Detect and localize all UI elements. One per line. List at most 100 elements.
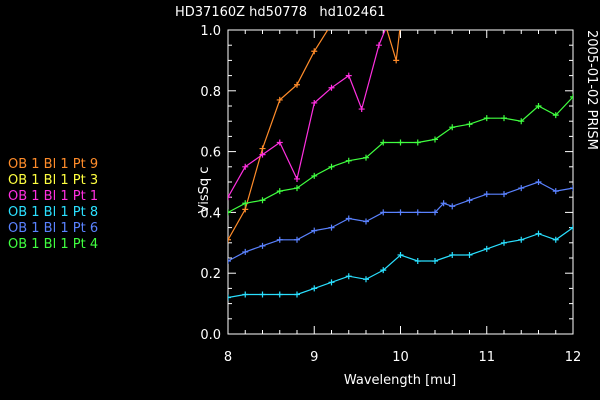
series-layer xyxy=(228,21,573,301)
data-point-marker xyxy=(397,251,404,258)
data-point-marker xyxy=(483,245,490,252)
series-line xyxy=(228,30,401,241)
data-point-marker xyxy=(294,291,300,298)
data-point-marker xyxy=(414,139,421,146)
series-5 xyxy=(228,179,573,265)
data-point-marker xyxy=(432,258,438,265)
data-point-marker xyxy=(501,115,507,122)
data-point-marker xyxy=(432,136,438,143)
data-point-marker xyxy=(397,209,404,216)
data-point-marker xyxy=(328,84,335,91)
series-line xyxy=(228,30,386,198)
data-point-marker xyxy=(311,172,318,179)
data-point-marker xyxy=(242,291,249,298)
data-point-marker xyxy=(259,242,266,249)
legend: OB 1 Bl 1 Pt 9OB 1 Bl 1 Pt 3OB 1 Bl 1 Pt… xyxy=(8,157,98,252)
legend-entry: OB 1 Bl 1 Pt 9 xyxy=(8,157,98,172)
data-point-marker xyxy=(518,236,525,243)
data-point-marker xyxy=(393,57,400,64)
data-point-marker xyxy=(414,209,421,216)
chart-title: HD37160Z hd50778 hd102461 xyxy=(175,5,386,20)
data-point-marker xyxy=(329,21,335,27)
data-point-marker xyxy=(535,230,542,237)
data-point-marker xyxy=(345,273,352,280)
plot-frame xyxy=(227,29,574,335)
data-point-marker xyxy=(570,93,573,100)
data-point-marker xyxy=(535,103,542,109)
data-point-marker xyxy=(449,124,456,131)
data-point-marker xyxy=(363,154,369,161)
y-tick-label: 0.0 xyxy=(200,328,221,343)
data-point-marker xyxy=(294,175,300,182)
data-point-marker xyxy=(328,163,335,170)
y-tick-label: 0.8 xyxy=(200,85,221,100)
data-point-marker xyxy=(483,191,490,198)
data-point-marker xyxy=(552,236,559,243)
y-axis-label: VisSq c xyxy=(197,167,212,214)
data-point-marker xyxy=(449,251,456,258)
legend-entry: OB 1 Bl 1 Pt 1 xyxy=(8,189,98,204)
data-point-marker xyxy=(385,21,391,27)
data-point-marker xyxy=(242,248,249,255)
data-point-marker xyxy=(345,157,352,164)
data-point-marker xyxy=(311,227,318,234)
data-point-marker xyxy=(311,48,318,55)
data-point-marker xyxy=(345,215,352,222)
x-tick-label: 11 xyxy=(478,350,495,365)
data-point-marker xyxy=(311,99,318,106)
x-tick-label: 9 xyxy=(310,350,318,365)
data-point-marker xyxy=(380,267,387,274)
data-point-marker xyxy=(518,118,525,125)
x-tick-label: 10 xyxy=(392,350,409,365)
data-point-marker xyxy=(440,200,447,207)
series-line xyxy=(228,181,573,262)
data-point-marker xyxy=(228,258,231,265)
x-axis-label: Wavelength [mu] xyxy=(344,373,456,388)
series-4 xyxy=(228,224,573,301)
y-tick-label: 0.2 xyxy=(200,267,221,282)
data-point-marker xyxy=(328,224,335,231)
data-point-marker xyxy=(432,209,438,216)
data-point-marker xyxy=(414,258,421,265)
data-point-marker xyxy=(276,236,283,243)
data-point-marker xyxy=(294,236,300,243)
series-line xyxy=(228,96,573,213)
y-tick-label: 0.4 xyxy=(200,206,221,221)
data-point-marker xyxy=(518,185,525,192)
data-point-marker xyxy=(228,194,231,201)
data-point-marker xyxy=(259,197,266,204)
data-point-marker xyxy=(242,200,249,207)
legend-entry: OB 1 Bl 1 Pt 8 xyxy=(8,205,98,220)
data-point-marker xyxy=(228,236,231,243)
data-point-marker xyxy=(552,188,559,195)
data-point-marker xyxy=(358,106,365,113)
data-point-marker xyxy=(363,218,369,225)
data-point-marker xyxy=(466,251,473,258)
data-point-marker xyxy=(311,285,318,292)
data-point-marker xyxy=(466,121,473,128)
data-point-marker xyxy=(228,209,231,216)
data-point-marker xyxy=(380,139,387,146)
data-point-marker xyxy=(259,145,266,152)
series-1 xyxy=(228,21,404,243)
axis-tick-labels: 8 9 10 11 12 0.0 0.2 0.4 0.6 0.8 1.0 xyxy=(200,24,581,365)
axis-ticks xyxy=(227,29,574,335)
data-point-marker xyxy=(570,224,573,231)
data-point-marker xyxy=(398,21,404,27)
y-tick-label: 0.6 xyxy=(200,146,221,161)
data-point-marker xyxy=(276,188,283,195)
data-point-marker xyxy=(466,197,473,204)
date-instrument-label: 2005-01-02 PRISM xyxy=(584,30,599,150)
data-point-marker xyxy=(501,239,507,246)
x-tick-label: 8 xyxy=(224,350,232,365)
data-point-marker xyxy=(483,115,490,122)
series-6 xyxy=(228,93,573,216)
data-point-marker xyxy=(375,42,382,49)
data-point-marker xyxy=(535,179,542,185)
data-point-marker xyxy=(294,81,300,88)
data-point-marker xyxy=(449,203,456,210)
data-point-marker xyxy=(276,139,283,146)
data-point-marker xyxy=(380,209,387,216)
data-point-marker xyxy=(501,191,507,198)
